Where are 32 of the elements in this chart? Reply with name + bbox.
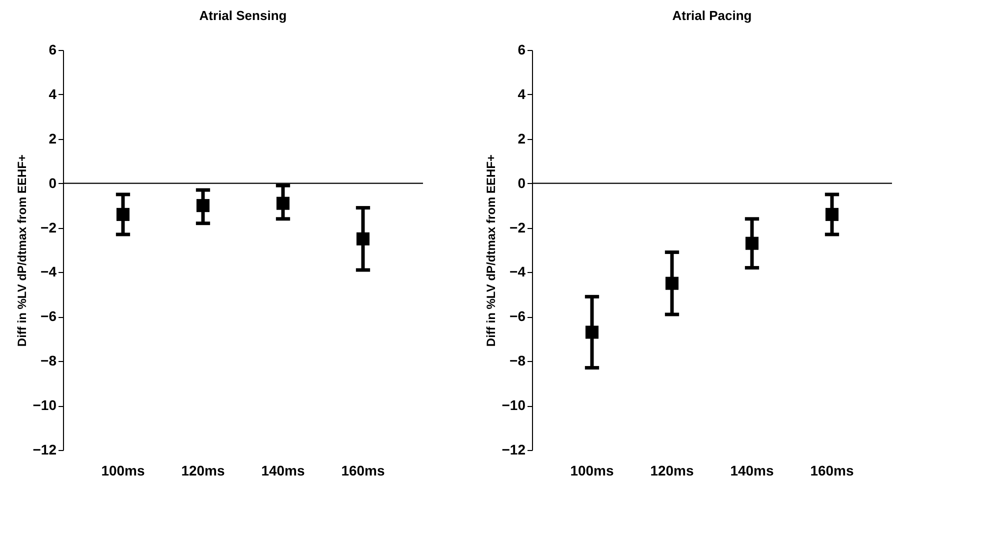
y-tick-label: 0 — [48, 174, 57, 191]
x-tick-label: 160ms — [341, 462, 386, 478]
y-tick-label: 4 — [518, 86, 526, 102]
y-tick-label: −4 — [40, 264, 57, 280]
y-tick-label: −6 — [40, 308, 57, 324]
y-tick-label: −12 — [502, 442, 526, 458]
y-axis-title: Diff in %LV dP/dtmax from EEHF+ — [484, 154, 498, 347]
x-tick-label: 140ms — [730, 462, 774, 478]
y-tick-label: 6 — [518, 42, 526, 58]
x-tick-label: 120ms — [650, 462, 694, 478]
y-tick-label: 2 — [48, 130, 57, 146]
y-tick-label: −10 — [502, 397, 526, 414]
y-tick-label: −8 — [40, 352, 57, 369]
x-tick-label: 100ms — [570, 462, 614, 478]
y-axis-title: Diff in %LV dP/dtmax from EEHF+ — [14, 154, 29, 347]
y-tick-label: −8 — [510, 352, 526, 369]
y-tick-label: −2 — [510, 219, 526, 236]
y-tick-label: −2 — [40, 219, 57, 236]
y-tick-label: 6 — [48, 42, 57, 58]
y-tick-label: 2 — [518, 130, 526, 146]
y-tick-label: −4 — [510, 264, 526, 280]
x-tick-label: 120ms — [181, 462, 226, 478]
y-tick-label: −10 — [32, 397, 57, 414]
chart-title: Atrial Sensing — [199, 8, 287, 23]
y-tick-label: −6 — [510, 308, 526, 324]
x-tick-label: 160ms — [810, 462, 854, 478]
x-tick-label: 100ms — [101, 462, 146, 478]
y-tick-label: 4 — [48, 86, 57, 102]
chart-title: Atrial Pacing — [672, 8, 752, 23]
y-tick-label: −12 — [32, 442, 57, 458]
x-tick-label: 140ms — [261, 462, 306, 478]
y-tick-label: 0 — [518, 174, 526, 191]
